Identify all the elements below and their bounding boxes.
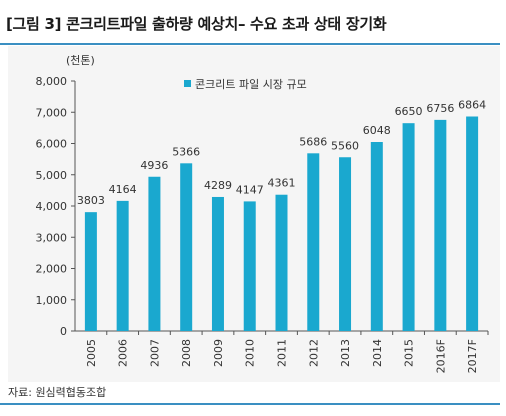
bottom-divider <box>0 403 500 405</box>
bar <box>275 194 288 331</box>
y-tick-label: 7,000 <box>36 106 68 119</box>
figure-header: [그림 3] 콘크리트파일 출하량 예상치– 수요 초과 상태 장기화 <box>0 4 506 45</box>
bar <box>116 200 129 331</box>
bar <box>148 176 161 331</box>
y-tick-label: 1,000 <box>36 294 68 307</box>
x-tick-label: 2012 <box>307 339 320 367</box>
chart-area: (천톤) 0 1,000 2,000 3,000 4,000 5,000 6,000 7,00… <box>8 46 500 382</box>
y-tick-label: 8,000 <box>36 75 68 88</box>
legend-label: 콘크리트 파일 시장 규모 <box>195 77 307 91</box>
source-note: 자료: 원심력협동조합 <box>8 386 107 399</box>
bar <box>370 142 383 331</box>
y-unit-label: (천톤) <box>66 53 95 67</box>
x-tick-label: 2006 <box>117 339 130 367</box>
y-tick-label: 0 <box>60 325 67 338</box>
y-tick-label: 3,000 <box>36 231 68 244</box>
y-tick-label: 4,000 <box>36 200 68 213</box>
title-divider <box>0 43 500 45</box>
x-tick-label: 2007 <box>148 339 161 367</box>
data-label: 4164 <box>109 183 137 196</box>
data-label: 3803 <box>77 194 105 207</box>
x-tick-label: 2015 <box>403 339 416 367</box>
bar <box>180 163 193 331</box>
data-label: 4936 <box>140 159 168 172</box>
y-tick-label: 6,000 <box>36 138 68 151</box>
y-tick-label: 2,000 <box>36 263 68 276</box>
x-tick-label: 2010 <box>244 339 257 367</box>
data-label: 4289 <box>204 179 232 192</box>
x-tick-label: 2014 <box>371 339 384 367</box>
data-label: 6864 <box>458 99 486 112</box>
x-axis-ticks: 2005 2006 2007 2008 2009 2010 2011 2012 2013 2014… <box>85 331 489 373</box>
data-label: 5560 <box>331 139 359 152</box>
x-tick-label: 2013 <box>339 339 352 367</box>
x-tick-label: 2016F <box>434 339 447 373</box>
bar <box>466 116 479 331</box>
y-axis-ticks: 0 1,000 2,000 3,000 4,000 5,000 6,000 7,000 8,00… <box>36 75 75 338</box>
bar-chart: (천톤) 0 1,000 2,000 3,000 4,000 5,000 6,000 7,00… <box>36 53 489 373</box>
bar <box>84 212 97 331</box>
bar <box>339 157 352 331</box>
figure-title: [그림 3] 콘크리트파일 출하량 예상치– 수요 초과 상태 장기화 <box>6 15 387 33</box>
y-tick-label: 5,000 <box>36 169 68 182</box>
data-label: 5686 <box>299 135 327 148</box>
x-tick-label: 2008 <box>180 339 193 367</box>
bar <box>211 196 224 331</box>
data-label: 6650 <box>395 105 423 118</box>
legend: 콘크리트 파일 시장 규모 <box>184 77 307 91</box>
bar <box>434 119 447 331</box>
data-label: 5366 <box>172 145 200 158</box>
x-tick-label: 2011 <box>276 339 289 367</box>
x-tick-label: 2017F <box>466 339 479 373</box>
bar <box>307 153 320 331</box>
data-label: 4147 <box>236 183 264 196</box>
legend-swatch <box>184 80 191 87</box>
data-label: 6048 <box>363 124 391 137</box>
x-tick-label: 2009 <box>212 339 225 367</box>
data-label: 4361 <box>268 177 296 190</box>
x-tick-label: 2005 <box>85 339 98 367</box>
data-label: 6756 <box>426 102 454 115</box>
bar <box>402 123 415 331</box>
bar <box>243 201 256 331</box>
bars <box>84 116 479 331</box>
